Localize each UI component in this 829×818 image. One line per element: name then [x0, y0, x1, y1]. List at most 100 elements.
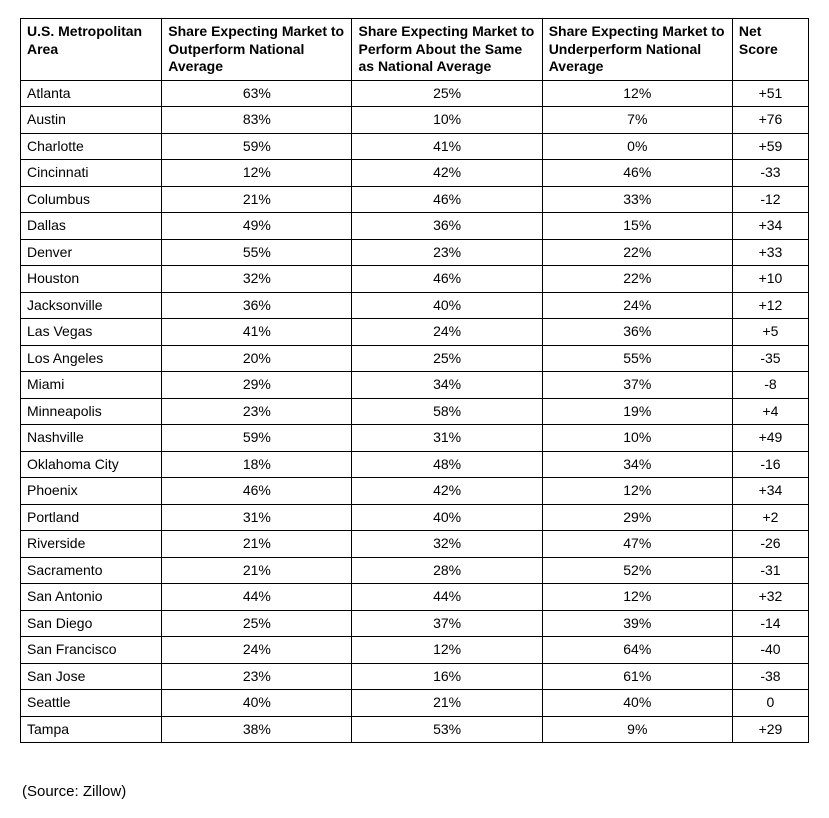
cell-out: 21%	[162, 186, 352, 213]
cell-score: -16	[732, 451, 808, 478]
table-row: Los Angeles20%25%55%-35	[21, 345, 809, 372]
cell-city: San Diego	[21, 610, 162, 637]
cell-same: 21%	[352, 690, 542, 717]
cell-out: 25%	[162, 610, 352, 637]
cell-out: 59%	[162, 133, 352, 160]
cell-out: 32%	[162, 266, 352, 293]
cell-score: +51	[732, 80, 808, 107]
cell-under: 34%	[542, 451, 732, 478]
cell-out: 29%	[162, 372, 352, 399]
cell-under: 64%	[542, 637, 732, 664]
table-row: Atlanta63%25%12%+51	[21, 80, 809, 107]
cell-city: Nashville	[21, 425, 162, 452]
cell-out: 21%	[162, 557, 352, 584]
cell-score: +34	[732, 213, 808, 240]
cell-city: Houston	[21, 266, 162, 293]
cell-same: 24%	[352, 319, 542, 346]
cell-under: 0%	[542, 133, 732, 160]
cell-under: 12%	[542, 80, 732, 107]
cell-under: 37%	[542, 372, 732, 399]
cell-score: -33	[732, 160, 808, 187]
cell-same: 32%	[352, 531, 542, 558]
cell-same: 31%	[352, 425, 542, 452]
cell-under: 22%	[542, 266, 732, 293]
table-row: San Francisco24%12%64%-40	[21, 637, 809, 664]
table-header: U.S. Metropolitan Area Share Expecting M…	[21, 19, 809, 81]
cell-out: 83%	[162, 107, 352, 134]
table-row: Austin83%10%7%+76	[21, 107, 809, 134]
cell-city: San Jose	[21, 663, 162, 690]
cell-score: -38	[732, 663, 808, 690]
cell-same: 46%	[352, 186, 542, 213]
cell-score: +59	[732, 133, 808, 160]
table-row: Cincinnati12%42%46%-33	[21, 160, 809, 187]
cell-score: -8	[732, 372, 808, 399]
cell-under: 40%	[542, 690, 732, 717]
cell-same: 48%	[352, 451, 542, 478]
cell-same: 40%	[352, 292, 542, 319]
cell-same: 16%	[352, 663, 542, 690]
table-row: Las Vegas41%24%36%+5	[21, 319, 809, 346]
cell-under: 29%	[542, 504, 732, 531]
cell-score: -35	[732, 345, 808, 372]
table-row: Minneapolis23%58%19%+4	[21, 398, 809, 425]
cell-score: -14	[732, 610, 808, 637]
cell-out: 23%	[162, 663, 352, 690]
cell-same: 12%	[352, 637, 542, 664]
cell-out: 23%	[162, 398, 352, 425]
cell-same: 42%	[352, 160, 542, 187]
cell-city: Las Vegas	[21, 319, 162, 346]
table-body: Atlanta63%25%12%+51Austin83%10%7%+76Char…	[21, 80, 809, 743]
cell-out: 18%	[162, 451, 352, 478]
table-row: Tampa38%53%9%+29	[21, 716, 809, 743]
cell-score: -31	[732, 557, 808, 584]
cell-under: 12%	[542, 478, 732, 505]
cell-city: San Antonio	[21, 584, 162, 611]
table-row: Riverside21%32%47%-26	[21, 531, 809, 558]
cell-score: +34	[732, 478, 808, 505]
table-row: Dallas49%36%15%+34	[21, 213, 809, 240]
col-header-under: Share Expecting Market to Underperform N…	[542, 19, 732, 81]
cell-score: -12	[732, 186, 808, 213]
cell-out: 63%	[162, 80, 352, 107]
cell-under: 12%	[542, 584, 732, 611]
cell-under: 15%	[542, 213, 732, 240]
cell-same: 10%	[352, 107, 542, 134]
cell-under: 46%	[542, 160, 732, 187]
cell-score: -40	[732, 637, 808, 664]
cell-out: 36%	[162, 292, 352, 319]
cell-same: 23%	[352, 239, 542, 266]
table-row: Denver55%23%22%+33	[21, 239, 809, 266]
cell-out: 12%	[162, 160, 352, 187]
cell-under: 9%	[542, 716, 732, 743]
table-row: Portland31%40%29%+2	[21, 504, 809, 531]
cell-score: +4	[732, 398, 808, 425]
table-row: Jacksonville36%40%24%+12	[21, 292, 809, 319]
cell-city: Atlanta	[21, 80, 162, 107]
cell-score: +49	[732, 425, 808, 452]
cell-same: 41%	[352, 133, 542, 160]
cell-under: 36%	[542, 319, 732, 346]
table-row: San Jose23%16%61%-38	[21, 663, 809, 690]
cell-under: 33%	[542, 186, 732, 213]
cell-out: 41%	[162, 319, 352, 346]
cell-under: 24%	[542, 292, 732, 319]
cell-city: Austin	[21, 107, 162, 134]
col-header-out: Share Expecting Market to Outperform Nat…	[162, 19, 352, 81]
cell-city: Cincinnati	[21, 160, 162, 187]
table-row: Columbus21%46%33%-12	[21, 186, 809, 213]
cell-city: Charlotte	[21, 133, 162, 160]
cell-same: 40%	[352, 504, 542, 531]
table-row: Nashville59%31%10%+49	[21, 425, 809, 452]
source-attribution: (Source: Zillow)	[20, 783, 809, 800]
cell-same: 53%	[352, 716, 542, 743]
cell-same: 46%	[352, 266, 542, 293]
cell-score: 0	[732, 690, 808, 717]
cell-city: Denver	[21, 239, 162, 266]
cell-out: 21%	[162, 531, 352, 558]
col-header-score: Net Score	[732, 19, 808, 81]
cell-under: 19%	[542, 398, 732, 425]
cell-out: 59%	[162, 425, 352, 452]
cell-score: +76	[732, 107, 808, 134]
cell-out: 44%	[162, 584, 352, 611]
